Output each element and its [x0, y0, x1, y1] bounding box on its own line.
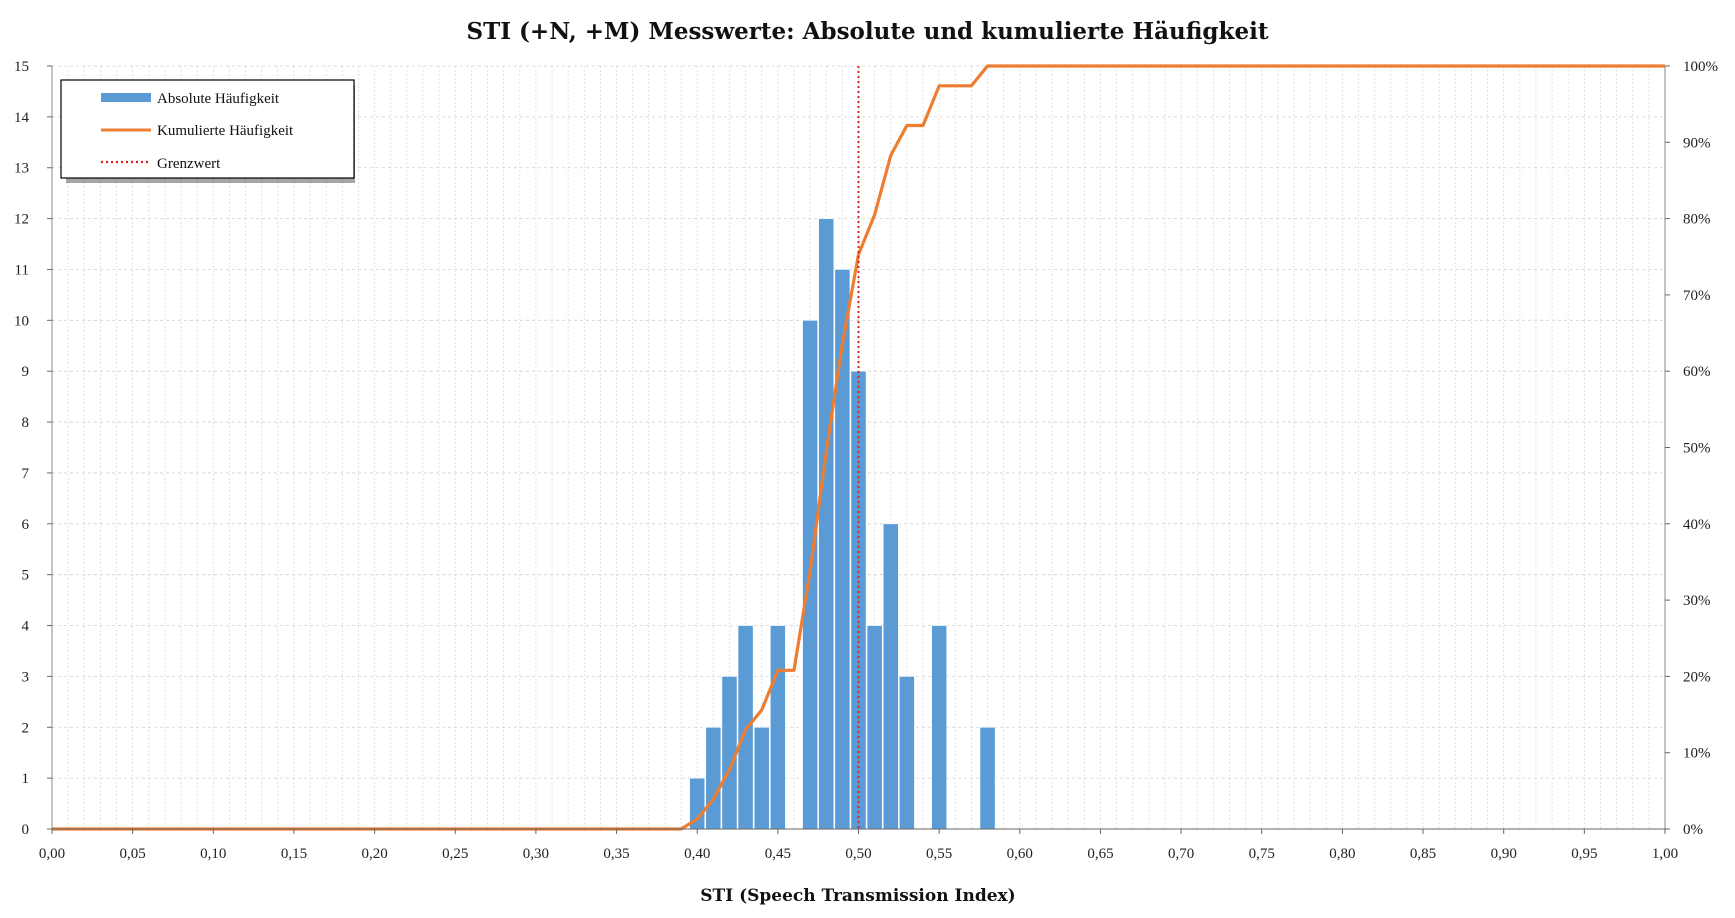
y-tick-label: 10: [14, 313, 29, 329]
axis-layer: 0,00 0,05 0,10 0,15 0,20 0,25 0,30 0,35 0,40 0,45…: [14, 59, 1718, 862]
x-tick-label: 0,45: [765, 846, 791, 862]
y-tick-label: 11: [15, 262, 29, 278]
cumulative-line: [52, 64, 1665, 831]
x-axis-label: STI (Speech Transmission Index): [700, 886, 1015, 906]
chart-title: STI (+N, +M) Messwerte: Absolute und kum…: [466, 18, 1269, 45]
histogram-bar: [979, 726, 996, 830]
x-tick-label: 0,30: [523, 846, 549, 862]
histogram-bar: [850, 370, 867, 830]
y-tick-label: 1: [22, 771, 30, 787]
y-tick-label: 3: [22, 669, 30, 685]
x-tick-label: 0,80: [1329, 846, 1355, 862]
x-tick-label: 0,35: [603, 846, 629, 862]
x-tick-label: 0,95: [1571, 846, 1597, 862]
x-tick-label: 0,75: [1249, 846, 1275, 862]
legend-label-absolute: Absolute Häufigkeit: [157, 91, 280, 107]
x-tick-label: 0,20: [361, 846, 387, 862]
y-tick-label: 7: [22, 466, 30, 482]
y-tick-label: 4: [22, 619, 30, 635]
histogram-bar: [931, 625, 948, 830]
y2-tick-label: 100%: [1683, 59, 1718, 75]
y2-tick-label: 60%: [1683, 364, 1711, 380]
y-tick-label: 12: [14, 212, 29, 228]
legend-label-limit: Grenzwert: [157, 156, 221, 172]
histogram-bar: [769, 625, 786, 830]
x-tick-label: 0,00: [39, 846, 65, 862]
x-tick-label: 0,55: [926, 846, 952, 862]
legend-swatch-bar: [101, 93, 151, 102]
y2-tick-label: 20%: [1683, 669, 1711, 685]
histogram-bar: [753, 726, 770, 830]
x-tick-label: 0,25: [442, 846, 468, 862]
y-tick-label: 5: [22, 568, 30, 584]
histogram-bar: [882, 523, 899, 830]
bar-layer: [689, 218, 996, 830]
y-tick-label: 0: [22, 822, 30, 838]
y2-tick-label: 30%: [1683, 593, 1711, 609]
y2-tick-label: 70%: [1683, 288, 1711, 304]
y-tick-label: 9: [22, 364, 30, 380]
x-tick-label: 0,85: [1410, 846, 1436, 862]
x-tick-label: 0,10: [200, 846, 226, 862]
legend-label-cumulative: Kumulierte Häufigkeit: [157, 123, 294, 139]
histogram-bar: [737, 625, 754, 830]
histogram-bar: [866, 625, 883, 830]
y2-tick-label: 0%: [1683, 822, 1703, 838]
histogram-bar: [705, 726, 722, 830]
x-tick-label: 0,50: [845, 846, 871, 862]
y-tick-label: 2: [22, 720, 30, 736]
y2-tick-label: 10%: [1683, 746, 1711, 762]
x-tick-label: 0,60: [1007, 846, 1033, 862]
x-tick-label: 0,05: [120, 846, 146, 862]
line-layer: [52, 64, 1665, 831]
histogram-bar: [818, 218, 835, 830]
y-tick-label: 14: [14, 110, 30, 126]
y2-tick-label: 40%: [1683, 517, 1711, 533]
legend: Absolute Häufigkeit Kumulierte Häufigkei…: [60, 79, 355, 183]
x-tick-label: 0,90: [1491, 846, 1517, 862]
x-tick-label: 0,65: [1087, 846, 1113, 862]
y-tick-label: 13: [14, 161, 29, 177]
x-tick-label: 0,70: [1168, 846, 1194, 862]
y2-tick-label: 90%: [1683, 135, 1711, 151]
y2-tick-label: 50%: [1683, 441, 1711, 457]
y2-tick-label: 80%: [1683, 212, 1711, 228]
y-tick-label: 8: [22, 415, 30, 431]
y-tick-label: 15: [14, 59, 29, 75]
y-tick-label: 6: [22, 517, 30, 533]
x-tick-label: 0,15: [281, 846, 307, 862]
histogram-bar: [899, 676, 915, 830]
x-tick-label: 0,40: [684, 846, 710, 862]
x-tick-label: 1,00: [1652, 846, 1678, 862]
